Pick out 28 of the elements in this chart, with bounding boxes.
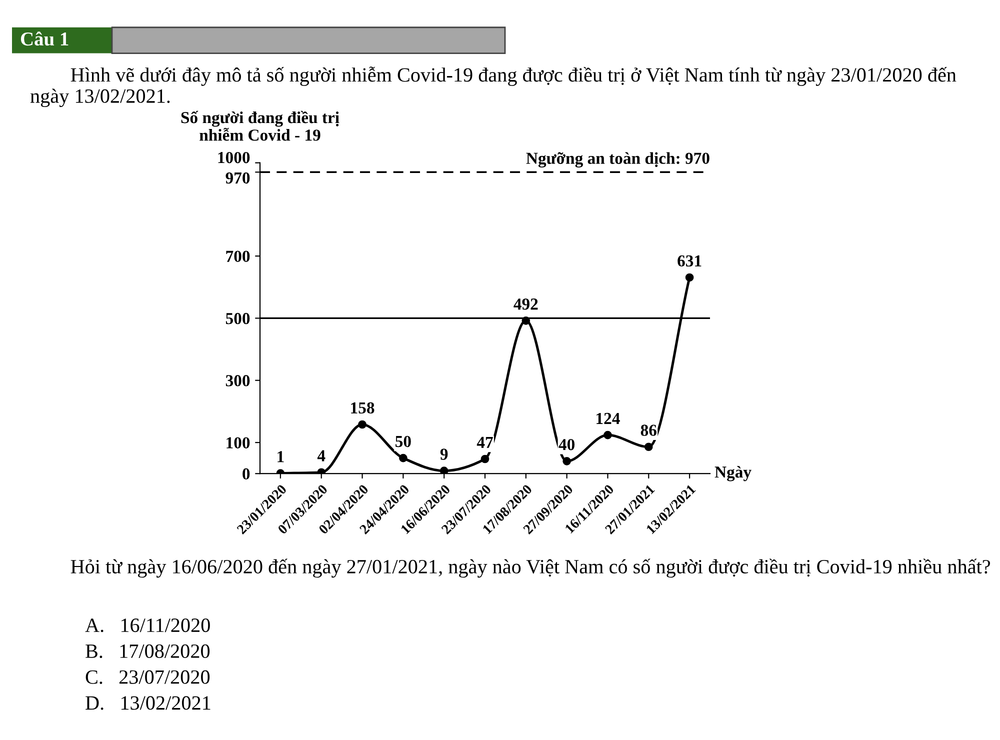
y-tick-label: 1000	[218, 152, 250, 164]
y-tick-label: 100	[226, 437, 250, 448]
text: A. 16/11/2020	[85, 618, 210, 632]
data-label: 4	[317, 450, 326, 462]
data-label: 9	[440, 448, 448, 460]
ref-line-label: Ngưỡng an toàn dịch: 970	[526, 152, 710, 168]
data-label: 40	[558, 438, 575, 450]
data-label: 1	[278, 451, 284, 462]
y-tick-label: 500	[226, 312, 250, 324]
text: C. 23/07/2020	[86, 670, 210, 684]
text: D. 13/02/2021	[86, 696, 210, 710]
data-label: 492	[514, 298, 538, 310]
text: B. 17/08/2020	[86, 644, 210, 658]
data-label: 50	[396, 436, 411, 448]
y-tick-label: 700	[226, 250, 250, 262]
y-tick-label: 0	[242, 468, 250, 480]
y-tick-label: 300	[226, 375, 250, 386]
text: Câu 1	[20, 32, 68, 46]
chart-subtitle: Hình vẽ dưới đây mô tả số người nhiễm Covid-19 đang được điều trị ở Việt Nam tính từ ngày 23/01/2020 đến ngày 13/02/2021.	[30, 66, 956, 108]
data-label: 86	[640, 424, 656, 436]
data-label: 158	[351, 402, 374, 414]
y-axis-title: Số người đang điều trị nhiễm Covid - 19	[181, 110, 340, 141]
data-label: 631	[678, 255, 702, 267]
data-label: 124	[596, 412, 620, 424]
text: Hỏi từ ngày 16/06/2020 đến ngày 27/01/2021, ngày nào Việt Nam có số người được điều trị Covid-19 nhiều nhất?	[70, 558, 990, 578]
y-tick-label: 970	[226, 172, 250, 184]
data-label: 47	[476, 436, 493, 448]
x-axis-title: Ngày	[714, 466, 752, 482]
